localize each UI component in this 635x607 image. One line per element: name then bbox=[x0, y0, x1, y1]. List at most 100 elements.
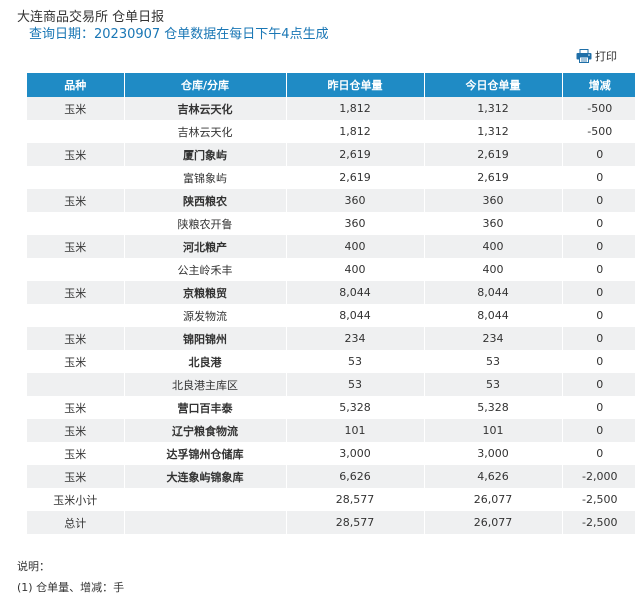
cell-warehouse: 营口百丰泰 bbox=[124, 396, 287, 419]
table-row: 富锦象屿 2,619 2,619 0 bbox=[27, 166, 635, 189]
cell-change: -2,500 bbox=[562, 511, 635, 534]
cell-today: 26,077 bbox=[424, 511, 563, 534]
table-row: 玉米 北良港 53 53 0 bbox=[27, 350, 635, 373]
cell-change: -2,500 bbox=[562, 488, 635, 511]
cell-today: 8,044 bbox=[424, 304, 563, 327]
cell-variety: 玉米 bbox=[27, 327, 125, 350]
cell-change: 0 bbox=[562, 442, 635, 465]
cell-today: 360 bbox=[424, 189, 563, 212]
cell-warehouse: 辽宁粮食物流 bbox=[124, 419, 287, 442]
cell-variety: 玉米 bbox=[27, 442, 125, 465]
table-header-row: 品种 仓库/分库 昨日仓单量 今日仓单量 增减 bbox=[27, 73, 635, 97]
table-body: 玉米 吉林云天化 1,812 1,312 -500 吉林云天化 1,812 1,312 -500… bbox=[27, 97, 635, 534]
cell-today: 5,328 bbox=[424, 396, 563, 419]
table-row: 玉米小计 28,577 26,077 -2,500 bbox=[27, 488, 635, 511]
table-row: 玉米 京粮粮贸 8,044 8,044 0 bbox=[27, 281, 635, 304]
cell-today: 53 bbox=[424, 373, 563, 396]
table-row: 玉米 达孚锦州仓储库 3,000 3,000 0 bbox=[27, 442, 635, 465]
cell-variety: 总计 bbox=[27, 511, 125, 534]
cell-yesterday: 5,328 bbox=[286, 396, 425, 419]
query-date-subtitle: 查询日期：20230907 仓单数据在每日下午4点生成 bbox=[29, 27, 329, 42]
cell-yesterday: 400 bbox=[286, 258, 425, 281]
cell-variety: 玉米 bbox=[27, 97, 125, 120]
cell-yesterday: 360 bbox=[286, 212, 425, 235]
cell-yesterday: 1,812 bbox=[286, 97, 425, 120]
cell-variety bbox=[27, 258, 125, 281]
cell-variety bbox=[27, 373, 125, 396]
cell-warehouse: 大连象屿锦象库 bbox=[124, 465, 287, 488]
cell-warehouse: 源发物流 bbox=[124, 304, 287, 327]
cell-today: 8,044 bbox=[424, 281, 563, 304]
col-header-warehouse: 仓库/分库 bbox=[124, 73, 287, 97]
cell-today: 400 bbox=[424, 235, 563, 258]
cell-warehouse: 陕西粮农 bbox=[124, 189, 287, 212]
cell-variety: 玉米 bbox=[27, 419, 125, 442]
table-row: 玉米 辽宁粮食物流 101 101 0 bbox=[27, 419, 635, 442]
printer-icon bbox=[576, 49, 592, 63]
cell-variety: 玉米 bbox=[27, 143, 125, 166]
print-label: 打印 bbox=[595, 50, 617, 63]
cell-change: -500 bbox=[562, 97, 635, 120]
cell-warehouse bbox=[124, 488, 287, 511]
table-row: 玉米 吉林云天化 1,812 1,312 -500 bbox=[27, 97, 635, 120]
cell-variety bbox=[27, 212, 125, 235]
print-button[interactable]: 打印 bbox=[576, 48, 617, 64]
table-row: 玉米 营口百丰泰 5,328 5,328 0 bbox=[27, 396, 635, 419]
table-row: 玉米 河北粮产 400 400 0 bbox=[27, 235, 635, 258]
table-row: 源发物流 8,044 8,044 0 bbox=[27, 304, 635, 327]
cell-change: 0 bbox=[562, 189, 635, 212]
cell-yesterday: 2,619 bbox=[286, 143, 425, 166]
cell-yesterday: 8,044 bbox=[286, 304, 425, 327]
cell-change: 0 bbox=[562, 350, 635, 373]
cell-warehouse: 达孚锦州仓储库 bbox=[124, 442, 287, 465]
cell-warehouse: 锦阳锦州 bbox=[124, 327, 287, 350]
cell-yesterday: 234 bbox=[286, 327, 425, 350]
col-header-today: 今日仓单量 bbox=[424, 73, 563, 97]
cell-variety: 玉米 bbox=[27, 350, 125, 373]
cell-change: 0 bbox=[562, 281, 635, 304]
cell-today: 1,312 bbox=[424, 120, 563, 143]
cell-variety: 玉米 bbox=[27, 189, 125, 212]
cell-change: 0 bbox=[562, 327, 635, 350]
cell-today: 26,077 bbox=[424, 488, 563, 511]
cell-warehouse: 河北粮产 bbox=[124, 235, 287, 258]
cell-yesterday: 6,626 bbox=[286, 465, 425, 488]
cell-variety bbox=[27, 120, 125, 143]
cell-today: 234 bbox=[424, 327, 563, 350]
note-item: (1) 仓单量、增减：手 bbox=[17, 581, 125, 594]
cell-yesterday: 8,044 bbox=[286, 281, 425, 304]
cell-yesterday: 53 bbox=[286, 350, 425, 373]
cell-warehouse bbox=[124, 511, 287, 534]
cell-warehouse: 厦门象屿 bbox=[124, 143, 287, 166]
cell-change: 0 bbox=[562, 143, 635, 166]
table-row: 玉米 陕西粮农 360 360 0 bbox=[27, 189, 635, 212]
cell-warehouse: 北良港主库区 bbox=[124, 373, 287, 396]
cell-variety: 玉米小计 bbox=[27, 488, 125, 511]
cell-today: 1,312 bbox=[424, 97, 563, 120]
notes: 说明： (1) 仓单量、增减：手 bbox=[17, 556, 124, 598]
cell-change: 0 bbox=[562, 373, 635, 396]
table-row: 总计 28,577 26,077 -2,500 bbox=[27, 511, 635, 534]
table-row: 玉米 大连象屿锦象库 6,626 4,626 -2,000 bbox=[27, 465, 635, 488]
cell-yesterday: 3,000 bbox=[286, 442, 425, 465]
table-row: 玉米 厦门象屿 2,619 2,619 0 bbox=[27, 143, 635, 166]
table-row: 北良港主库区 53 53 0 bbox=[27, 373, 635, 396]
col-header-variety: 品种 bbox=[27, 73, 125, 97]
cell-change: 0 bbox=[562, 258, 635, 281]
cell-warehouse: 吉林云天化 bbox=[124, 120, 287, 143]
cell-change: 0 bbox=[562, 396, 635, 419]
cell-variety: 玉米 bbox=[27, 235, 125, 258]
cell-variety bbox=[27, 304, 125, 327]
cell-change: -500 bbox=[562, 120, 635, 143]
cell-today: 400 bbox=[424, 258, 563, 281]
cell-today: 3,000 bbox=[424, 442, 563, 465]
col-header-yesterday: 昨日仓单量 bbox=[286, 73, 425, 97]
cell-change: 0 bbox=[562, 304, 635, 327]
col-header-change: 增减 bbox=[562, 73, 635, 97]
cell-yesterday: 2,619 bbox=[286, 166, 425, 189]
cell-variety: 玉米 bbox=[27, 396, 125, 419]
cell-warehouse: 京粮粮贸 bbox=[124, 281, 287, 304]
table-row: 玉米 锦阳锦州 234 234 0 bbox=[27, 327, 635, 350]
cell-today: 2,619 bbox=[424, 166, 563, 189]
cell-change: 0 bbox=[562, 235, 635, 258]
